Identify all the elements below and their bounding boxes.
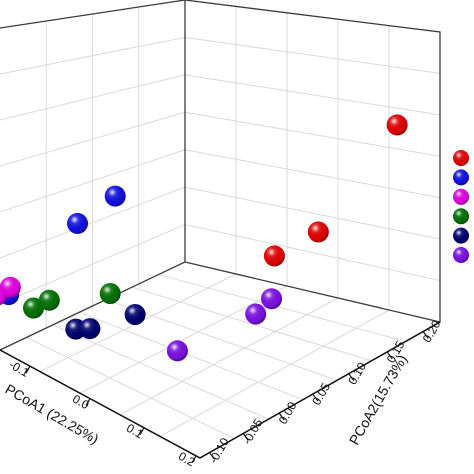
- x-tick-mark: [191, 455, 197, 464]
- data-point: [166, 340, 188, 362]
- data-point: [261, 288, 282, 310]
- y-tick-label: -0.05: [240, 416, 266, 447]
- data-point: [23, 297, 44, 319]
- data-point: [307, 221, 329, 243]
- x-axis-line: [0, 349, 201, 459]
- data-point: [79, 318, 101, 340]
- data-point: [38, 289, 60, 311]
- y-tick-mark: [209, 452, 216, 460]
- floor-grid: [26, 273, 406, 440]
- x-tick-label: 0.0: [70, 392, 92, 413]
- legend: [453, 150, 469, 263]
- x-tick-mark: [139, 427, 145, 436]
- data-point: [263, 245, 285, 267]
- y-tick-mark: [348, 373, 355, 382]
- data-points: [0, 114, 408, 362]
- y-tick-mark: [386, 351, 393, 360]
- x-tick-label: 0.2: [176, 449, 198, 470]
- legend-marker: [453, 227, 469, 244]
- data-point: [67, 212, 88, 234]
- data-point: [104, 185, 126, 207]
- legend-marker: [453, 188, 469, 205]
- axes: [0, 321, 441, 459]
- y-tick-mark: [312, 393, 319, 402]
- y-tick-mark: [278, 412, 285, 421]
- x-axis-title: PCoA1 (22.25%): [3, 381, 102, 447]
- data-point: [99, 283, 121, 304]
- legend-marker: [453, 150, 469, 166]
- legend-marker: [453, 169, 469, 186]
- x-tick-label: 0.1: [124, 421, 146, 442]
- y-tick-label: -0.10: [206, 435, 232, 466]
- data-point: [386, 114, 408, 136]
- back-wall-grid: [184, 6, 441, 310]
- x-tick-label: -0.1: [7, 357, 32, 380]
- y-axis-line: [199, 321, 441, 459]
- y-tick-mark: [242, 433, 249, 441]
- data-point: [0, 285, 7, 306]
- legend-marker: [453, 247, 469, 263]
- y-tick-mark: [422, 331, 429, 339]
- x-tick-mark: [85, 398, 91, 406]
- data-point: [245, 303, 267, 325]
- legend-marker: [453, 208, 469, 225]
- left-wall-grid: [0, 7, 186, 328]
- data-point: [124, 304, 146, 325]
- x-tick-mark: [25, 365, 31, 374]
